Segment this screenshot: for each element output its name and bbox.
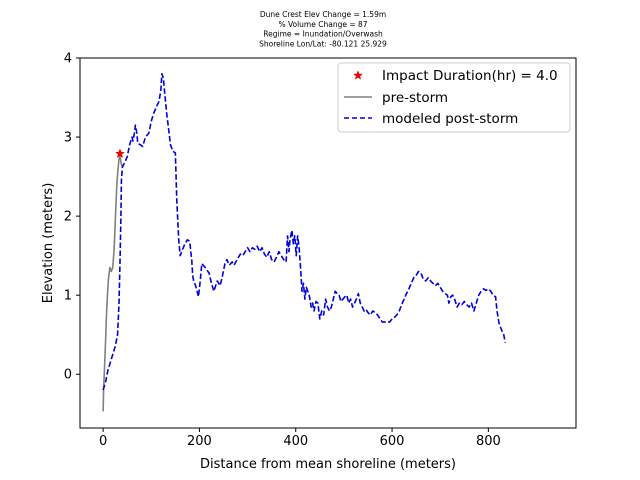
- impact-marker: [114, 148, 126, 158]
- legend-label-impact: Impact Duration(hr) = 4.0: [382, 68, 558, 84]
- y-axis: 0 1 2 3 4: [64, 52, 80, 383]
- legend-marker-impact: [352, 70, 364, 80]
- x-tick-label: 800: [476, 434, 501, 449]
- y-axis-label: Elevation (meters): [41, 183, 56, 304]
- y-tick-label: 4: [64, 52, 72, 67]
- x-tick-label: 600: [380, 434, 405, 449]
- marker-layer: [114, 148, 126, 158]
- x-tick-label: 200: [187, 434, 212, 449]
- chart-title: Dune Crest Elev Change = 1.59m% Volume C…: [259, 10, 387, 48]
- legend-star: [352, 70, 364, 80]
- chart-title-line: Dune Crest Elev Change = 1.59m: [260, 10, 386, 19]
- legend-label-pre-storm: pre-storm: [382, 90, 448, 106]
- chart-title-line: Regime = Inundation/Overwash: [263, 30, 383, 39]
- y-tick-label: 2: [64, 210, 72, 225]
- chart-title-line: Shoreline Lon/Lat: -80.121 25.929: [259, 39, 387, 48]
- legend-box: [337, 62, 571, 133]
- x-tick-label: 400: [283, 434, 308, 449]
- plot-frame: [79, 57, 577, 429]
- series-line-pre-storm: [102, 152, 124, 412]
- y-tick-label: 3: [64, 131, 72, 146]
- x-axis-label: Distance from mean shoreline (meters): [200, 457, 456, 472]
- chart-title-line: % Volume Change = 87: [278, 20, 367, 29]
- series-line-post-storm: [102, 73, 506, 391]
- y-tick-label: 1: [64, 289, 72, 304]
- y-tick-label: 0: [64, 368, 72, 383]
- series-layer: [102, 73, 506, 412]
- legend: Impact Duration(hr) = 4.0 pre-storm mode…: [337, 62, 571, 133]
- x-axis: 0 200 400 600 800: [99, 428, 501, 449]
- x-tick-label: 0: [99, 434, 107, 449]
- legend-label-post-storm: modeled post-storm: [382, 111, 518, 127]
